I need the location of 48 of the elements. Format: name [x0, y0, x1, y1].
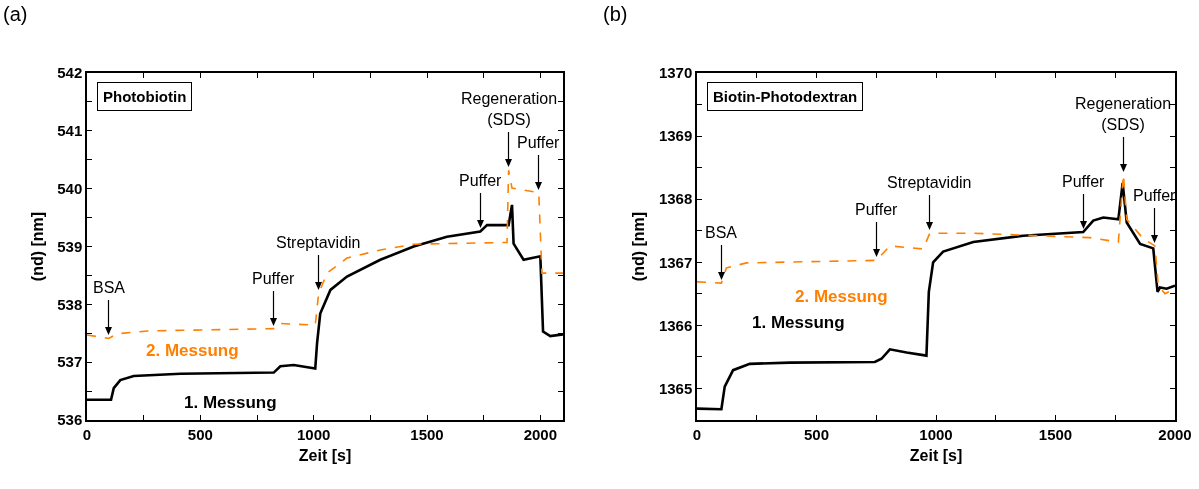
y-tick-label: 1369: [658, 127, 693, 145]
annotation: Regeneration (SDS): [461, 90, 558, 128]
y-tick-label: 1365: [658, 379, 693, 397]
x-tick-label: 2000: [1158, 425, 1192, 443]
annotation: Regeneration (SDS): [1075, 95, 1172, 133]
chart-title: (b): [602, 3, 628, 26]
chart-title: (a): [3, 3, 28, 26]
line-series: [87, 169, 563, 340]
y-tick-label: 542: [57, 64, 83, 82]
annotation: Puffer: [1133, 187, 1177, 204]
annotation: Streptavidin: [276, 234, 361, 251]
x-tick-label: 1000: [296, 425, 331, 443]
x-tick-label: 0: [82, 425, 92, 443]
x-tick-label: 500: [803, 425, 830, 443]
x-axis-title: Zeit [s]: [298, 446, 352, 464]
annotation: Puffer: [855, 201, 899, 218]
x-tick-label: 500: [187, 425, 213, 443]
series-label: 2. Messung: [795, 287, 888, 306]
x-tick-label: 0: [692, 425, 702, 443]
x-tick-label: 1500: [410, 425, 444, 443]
y-tick-label: 538: [57, 295, 83, 313]
series-label: 2. Messung: [146, 341, 239, 360]
annotation: Streptavidin: [887, 174, 972, 191]
y-axis-title: (nd) [nm]: [630, 211, 648, 282]
x-tick-label: 1000: [919, 425, 953, 443]
annotation: Biotin-Photodextran: [713, 88, 858, 105]
y-tick-label: 540: [57, 179, 83, 197]
y-tick-label: 541: [57, 122, 83, 140]
annotation: Puffer: [517, 134, 561, 151]
y-tick-label: 1366: [658, 316, 693, 334]
y-tick-label: 537: [57, 353, 83, 371]
y-tick-label: 1367: [658, 253, 693, 271]
x-axis-title: Zeit [s]: [909, 446, 963, 464]
y-tick-label: 536: [57, 411, 83, 429]
annotation: Puffer: [252, 270, 296, 287]
annotation: BSA: [93, 279, 126, 296]
series-label: 1. Messung: [752, 313, 845, 332]
annotation: Puffer: [1062, 173, 1106, 190]
annotation: BSA: [705, 224, 738, 241]
annotation: Puffer: [459, 172, 503, 189]
series-label: 1. Messung: [184, 393, 277, 412]
y-tick-label: 539: [57, 237, 83, 255]
y-tick-label: 1370: [658, 64, 693, 82]
x-tick-label: 2000: [523, 425, 558, 443]
y-tick-label: 1368: [658, 190, 693, 208]
y-axis-title: (nd) [nm]: [28, 211, 46, 282]
annotation: Photobiotin: [103, 88, 187, 105]
x-tick-label: 1500: [1038, 425, 1073, 443]
